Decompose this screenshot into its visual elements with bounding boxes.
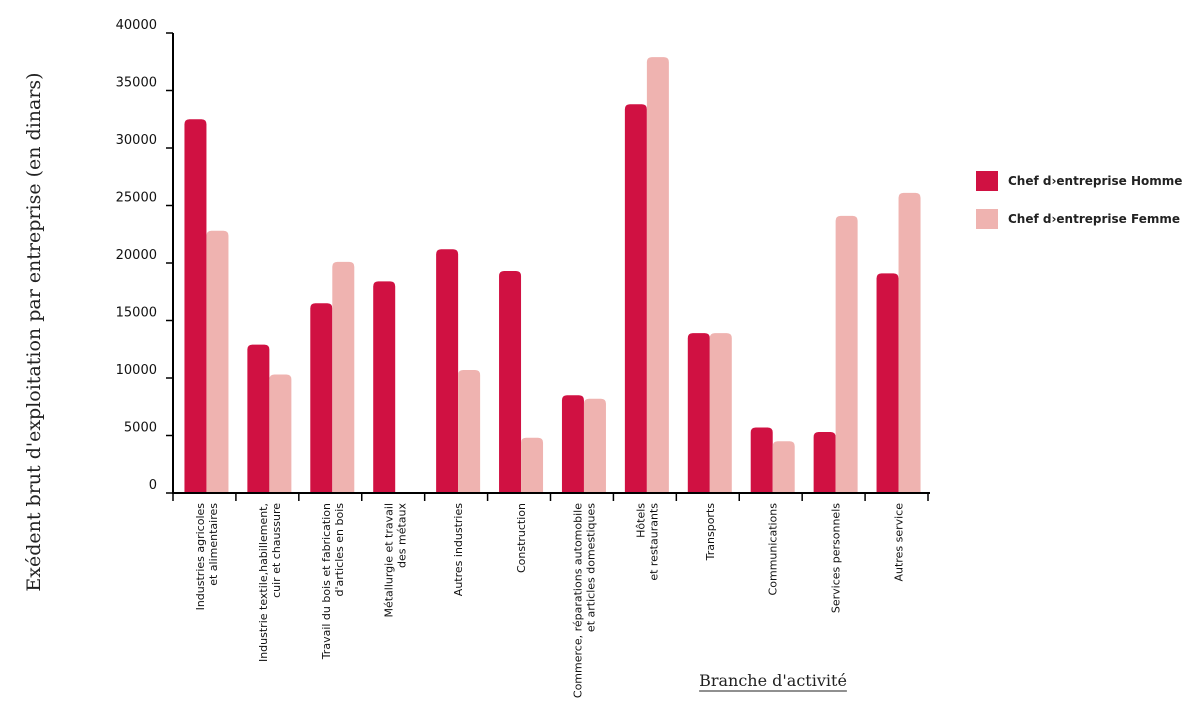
bar-femme-9 xyxy=(772,441,795,493)
category-label-5-line-0: Construction xyxy=(515,503,528,573)
x-axis-label: Branche d'activité xyxy=(699,671,847,690)
category-label-7: Hôtels et restaurants xyxy=(634,503,660,581)
y-tick-label-3: 15000 xyxy=(116,306,157,321)
bar-femme-5 xyxy=(521,437,544,493)
legend-swatch-homme xyxy=(976,171,998,191)
bar-homme-1 xyxy=(247,344,270,493)
category-label-3-line-1: des métaux xyxy=(396,503,409,568)
category-label-6-line-0: Commerce, réparations automobile xyxy=(571,503,584,698)
category-label-6-line-1: et articles domestiques xyxy=(584,503,597,632)
category-label-0-line-1: et alimentaires xyxy=(207,503,220,586)
bar-homme-5 xyxy=(499,271,522,493)
category-label-1: Industrie textile,habillement, cuir et ch… xyxy=(257,503,283,662)
category-label-0: Industries agricoles et alimentaires xyxy=(194,503,220,611)
bar-homme-0 xyxy=(184,119,207,493)
y-tick-label-8: 40000 xyxy=(116,18,157,33)
bar-homme-9 xyxy=(750,427,773,493)
category-label-2-line-0: Travail du bois et fabrication xyxy=(320,503,333,660)
bar-femme-4 xyxy=(458,369,481,493)
bar-femme-0 xyxy=(206,230,229,494)
bar-femme-11 xyxy=(898,192,921,493)
bar-homme-11 xyxy=(876,273,899,493)
category-label-8-line-0: Transports xyxy=(704,503,717,562)
y-tick-label-5: 25000 xyxy=(116,191,157,206)
category-label-2: Travail du bois et fabrication d'articles… xyxy=(320,503,346,661)
bar-homme-2 xyxy=(310,303,333,493)
category-label-11: Autres service xyxy=(893,503,906,582)
legend-label-femme: Chef d›entreprise Femme xyxy=(1008,212,1180,226)
legend: Chef d›entreprise Homme Chef d›entrepris… xyxy=(976,171,1182,229)
y-axis-label: Exédent brut d'exploitation par entrepri… xyxy=(23,72,45,591)
legend-label-homme: Chef d›entreprise Homme xyxy=(1008,174,1182,188)
category-label-5: Construction xyxy=(515,503,528,573)
bar-femme-1 xyxy=(269,374,292,493)
bar-femme-8 xyxy=(709,333,732,493)
category-label-8: Transports xyxy=(704,503,717,562)
category-label-0-line-0: Industries agricoles xyxy=(194,503,207,611)
category-label-10: Services personnels xyxy=(830,503,843,613)
bar-femme-2 xyxy=(332,261,355,493)
bar-femme-7 xyxy=(646,57,669,494)
category-label-10-line-0: Services personnels xyxy=(830,503,843,613)
category-label-4: Autres industries xyxy=(452,503,465,596)
bar-homme-4 xyxy=(436,249,459,493)
bars-group xyxy=(184,57,921,494)
bar-femme-6 xyxy=(583,398,606,493)
category-label-2-line-1: d'articles en bois xyxy=(333,503,346,597)
y-tick-label-0: 0 xyxy=(149,478,157,493)
category-label-1-line-0: Industrie textile,habillement, xyxy=(257,503,270,662)
category-label-4-line-0: Autres industries xyxy=(452,503,465,596)
category-labels-group: Industries agricoles et alimentaires Indus… xyxy=(194,503,906,699)
y-tick-label-6: 30000 xyxy=(116,133,157,148)
bar-homme-3 xyxy=(373,281,396,493)
y-tick-label-4: 20000 xyxy=(116,248,157,263)
bar-homme-8 xyxy=(687,333,710,493)
category-label-6: Commerce, réparations automobile et artic… xyxy=(571,503,597,698)
category-label-9: Communications xyxy=(767,503,780,596)
category-label-9-line-0: Communications xyxy=(767,503,780,596)
y-tick-label-2: 10000 xyxy=(116,363,157,378)
bar-homme-10 xyxy=(813,432,836,493)
category-label-7-line-1: et restaurants xyxy=(647,503,660,581)
y-tick-label-7: 35000 xyxy=(116,76,157,91)
category-label-7-line-0: Hôtels xyxy=(634,503,647,538)
y-tick-label-1: 5000 xyxy=(124,421,157,436)
category-label-3-line-0: Métallurgie et travail xyxy=(383,503,396,618)
category-label-1-line-1: cuir et chaussure xyxy=(270,503,283,598)
bar-homme-6 xyxy=(561,395,584,493)
category-label-11-line-0: Autres service xyxy=(893,503,906,582)
y-ticks-group: 0 5000 10000 15000 20000 25000 30000 35000 40000 xyxy=(116,18,173,494)
legend-swatch-femme xyxy=(976,209,998,229)
bar-homme-7 xyxy=(624,104,647,494)
category-label-3: Métallurgie et travail des métaux xyxy=(383,503,409,618)
bar-femme-10 xyxy=(835,215,858,493)
